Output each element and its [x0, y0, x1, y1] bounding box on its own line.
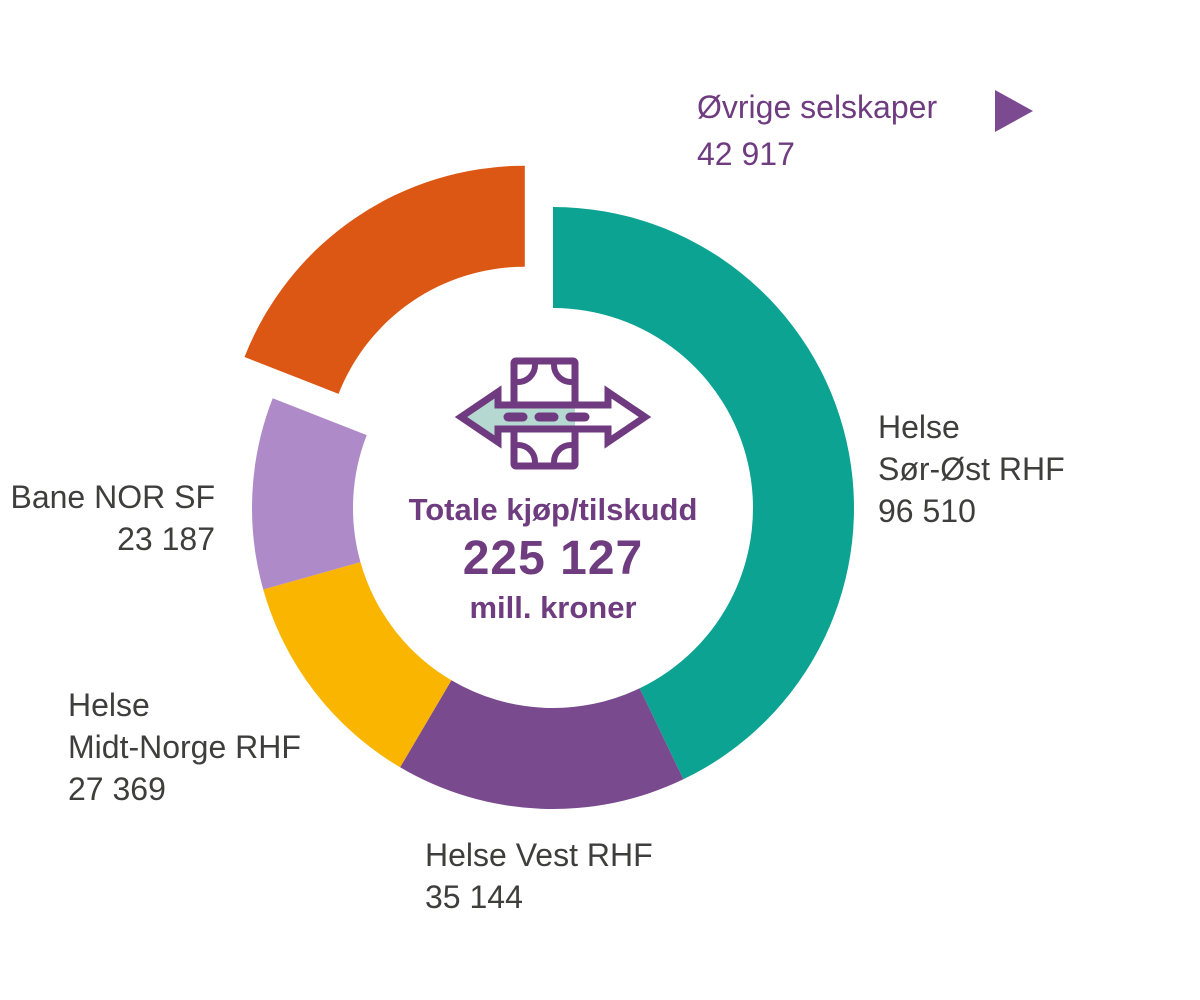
slice-label-name: Midt-Norge RHF	[68, 729, 301, 765]
slice-label-ovrige-selskaper: Øvrige selskaper 42 917	[697, 84, 937, 178]
slice-label-value: 23 187	[117, 521, 215, 557]
slice-label-helse-midt-norge: Helse Midt-Norge RHF 27 369	[68, 684, 301, 810]
center-total-block: Totale kjøp/tilskudd 225 127 mill. krone…	[303, 492, 803, 626]
slice-label-bane-nor: Bane NOR SF 23 187	[0, 476, 215, 560]
slice-label-name: Øvrige selskaper	[697, 89, 938, 125]
slice-label-helse-vest: Helse Vest RHF 35 144	[425, 834, 653, 918]
slice-label-name: Helse	[878, 409, 960, 445]
slice-label-helse-sor-ost: Helse Sør-Øst RHF 96 510	[878, 406, 1065, 532]
donut-slice-1	[400, 680, 684, 809]
donut-slice-2	[263, 562, 452, 768]
center-total-title: Totale kjøp/tilskudd	[408, 492, 698, 527]
center-total-value: 225 127	[462, 532, 644, 585]
triangle-right-icon	[995, 90, 1033, 132]
slice-label-value: 27 369	[68, 771, 166, 807]
donut-slice-4	[244, 165, 525, 394]
two-way-arrow-outline	[454, 385, 652, 449]
center-total-unit: mill. kroner	[469, 590, 637, 625]
slice-label-name: Helse Vest RHF	[425, 837, 653, 873]
slice-label-name: Bane NOR SF	[10, 479, 215, 515]
banknote-with-two-way-arrow-icon	[454, 357, 652, 470]
slice-label-value: 42 917	[697, 136, 795, 172]
donut-slice-0	[553, 207, 854, 780]
donut-slice-3	[252, 398, 367, 590]
banknote-corner-arcs	[515, 362, 574, 465]
slice-label-value: 35 144	[425, 879, 523, 915]
slice-label-name: Helse	[68, 687, 150, 723]
slice-label-name: Sør-Øst RHF	[878, 451, 1065, 487]
slice-label-value: 96 510	[878, 493, 976, 529]
